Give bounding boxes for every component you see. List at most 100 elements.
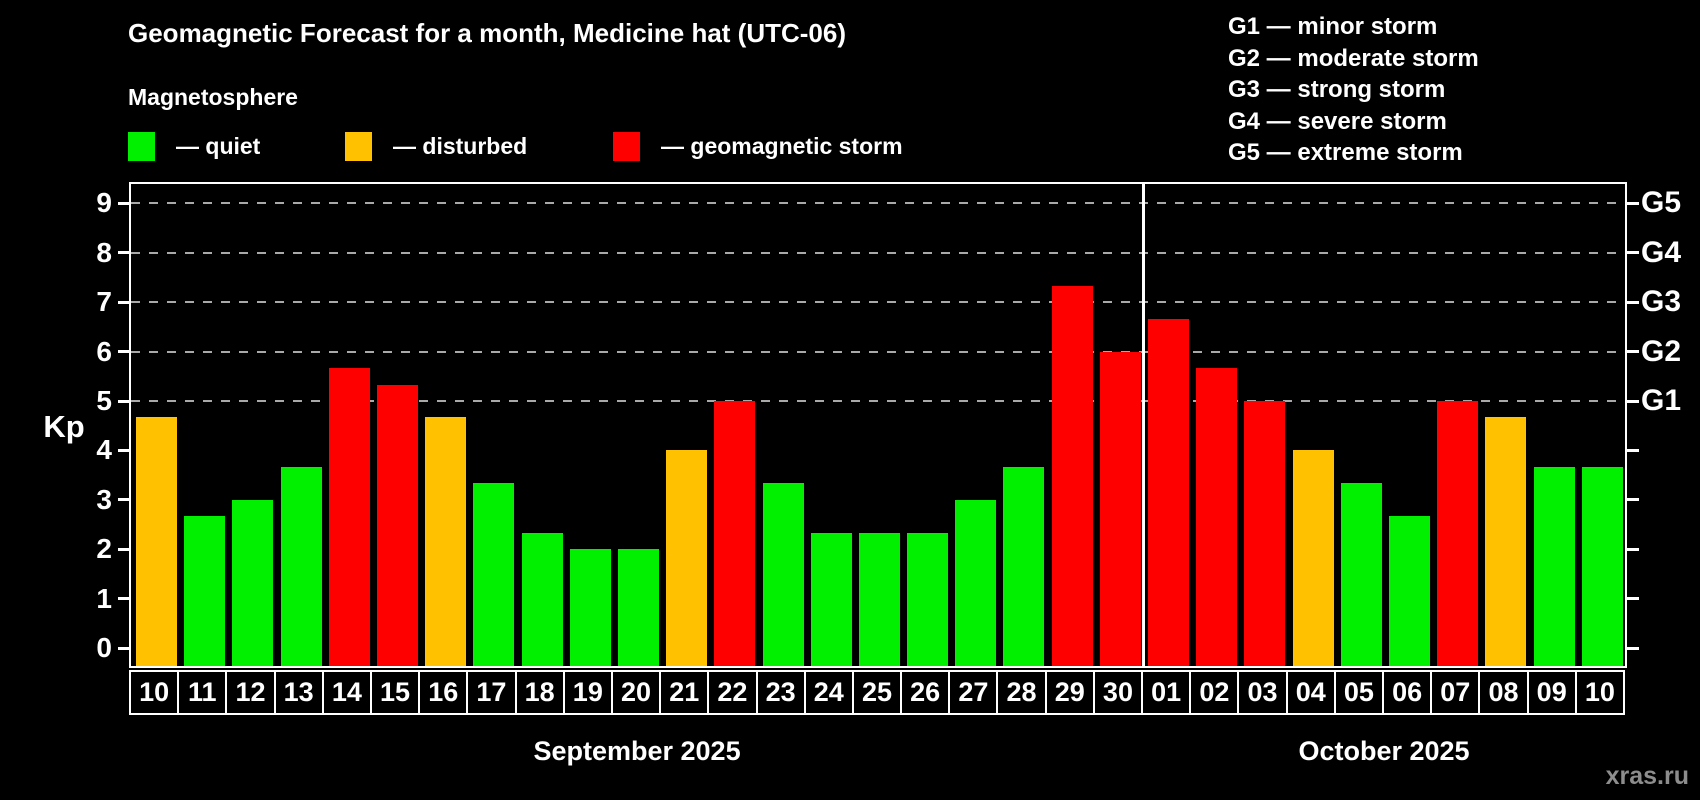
y-axis-tick-left-2 [118,547,131,551]
day-label-october-05: 05 [1333,670,1385,715]
kp-bar-september-23 [762,483,804,666]
y-axis-tick-right-4 [1626,448,1639,452]
y-axis-tick-right-7 [1626,300,1639,304]
kp-bar-september-29 [1051,285,1093,666]
kp-bar-october-02 [1196,367,1238,666]
kp-bar-september-15 [376,384,418,666]
kp-bar-october-01 [1148,318,1190,666]
day-label-september-14: 14 [321,670,372,715]
month-separator-line [1141,184,1145,666]
y-axis-tick-right-5 [1626,399,1639,403]
day-label-september-16: 16 [418,670,469,715]
day-label-september-29: 29 [1044,670,1095,715]
day-label-september-26: 26 [900,670,951,715]
right-axis-label-g4: G4 [1641,235,1682,269]
kp-bar-september-10 [136,417,177,666]
kp-bar-october-04 [1292,450,1334,666]
y-axis-title: Kp [43,409,85,444]
y-axis-label-5: 5 [96,385,112,416]
day-label-september-15: 15 [369,670,421,715]
kp-bar-september-17 [473,483,515,666]
day-label-october-09: 09 [1526,670,1577,715]
kp-gridline-9 [131,202,1625,205]
kp-bar-september-14 [328,367,370,666]
magnetosphere-subtitle: Magnetosphere [128,84,298,110]
y-axis-label-2: 2 [96,533,112,565]
day-label-september-28: 28 [996,670,1047,715]
kp-bar-september-19 [569,549,611,666]
day-label-september-30: 30 [1092,670,1144,715]
y-axis-label-8: 8 [96,236,112,268]
right-axis-label-g2: G2 [1641,334,1682,368]
kp-bar-september-22 [714,401,756,666]
day-label-october-10: 10 [1574,670,1625,715]
kp-bar-september-21 [666,450,708,666]
y-axis-tick-left-8 [118,251,131,255]
kp-bar-october-09 [1533,466,1575,666]
y-axis-tick-left-9 [118,201,131,205]
day-label-september-20: 20 [610,670,662,715]
y-axis-tick-left-1 [118,597,131,601]
kp-bar-september-26 [907,532,949,666]
y-axis-label-0: 0 [96,632,112,663]
day-label-september-18: 18 [514,670,565,715]
y-axis-label-7: 7 [96,286,112,318]
day-label-september-13: 13 [273,670,324,715]
kp-bar-september-16 [425,417,467,666]
month-label-september: September 2025 [533,736,741,766]
kp-gridline-5 [131,400,1625,402]
storm-scale-line-g4: G4 — severe storm [1228,107,1447,135]
day-label-october-04: 04 [1285,670,1336,715]
kp-bar-september-20 [617,549,659,666]
y-axis-label-1: 1 [96,582,112,614]
kp-bar-september-28 [1003,466,1045,666]
y-axis-tick-left-0 [118,646,131,650]
kp-bar-september-25 [858,532,900,666]
storm-scale-line-g1: G1 — minor storm [1228,13,1438,40]
y-axis-tick-right-0 [1626,646,1639,650]
day-label-october-08: 08 [1478,670,1529,715]
y-axis-tick-left-7 [118,300,131,304]
y-axis-tick-left-6 [118,350,131,354]
day-label-september-12: 12 [225,670,276,715]
legend-item-quiet: — quiet [128,131,260,161]
month-label-october: October 2025 [1298,736,1470,766]
right-axis-label-g5: G5 [1641,186,1682,220]
day-label-september-24: 24 [803,670,854,715]
legend-item-storm: — geomagnetic storm [613,131,903,161]
day-label-september-17: 17 [466,670,517,715]
kp-gridline-6 [131,350,1625,353]
day-label-september-11: 11 [177,670,228,715]
day-label-october-06: 06 [1382,670,1433,715]
day-label-september-27: 27 [948,670,999,715]
storm-scale-line-g5: G5 — extreme storm [1228,139,1463,167]
kp-bar-october-03 [1244,401,1286,666]
y-axis-tick-right-3 [1626,498,1639,502]
quiet-color-swatch-icon [128,131,155,161]
storm-scale-line-g3: G3 — strong storm [1228,76,1446,104]
y-axis-tick-right-1 [1626,597,1639,601]
y-axis-tick-right-8 [1626,251,1639,255]
kp-bar-october-10 [1581,466,1623,666]
y-axis-tick-right-6 [1626,350,1639,354]
day-label-september-23: 23 [755,670,806,715]
legend-label-storm: — geomagnetic storm [661,133,903,159]
day-label-september-21: 21 [659,670,710,715]
disturbed-color-swatch-icon [345,131,372,161]
y-axis-tick-right-2 [1626,547,1639,551]
storm-color-swatch-icon [613,131,640,161]
day-label-october-01: 01 [1141,670,1192,715]
kp-bar-october-08 [1485,417,1527,666]
y-axis-tick-left-3 [118,498,131,502]
y-axis-label-6: 6 [96,335,112,367]
day-label-october-07: 07 [1430,670,1481,715]
plot-border [129,182,1627,668]
day-label-october-02: 02 [1189,670,1240,715]
kp-bar-september-11 [184,516,226,666]
right-axis-label-g3: G3 [1641,285,1682,319]
watermark: xras.ru [1605,762,1689,790]
kp-bar-october-05 [1340,483,1382,666]
kp-bar-september-12 [232,499,274,666]
